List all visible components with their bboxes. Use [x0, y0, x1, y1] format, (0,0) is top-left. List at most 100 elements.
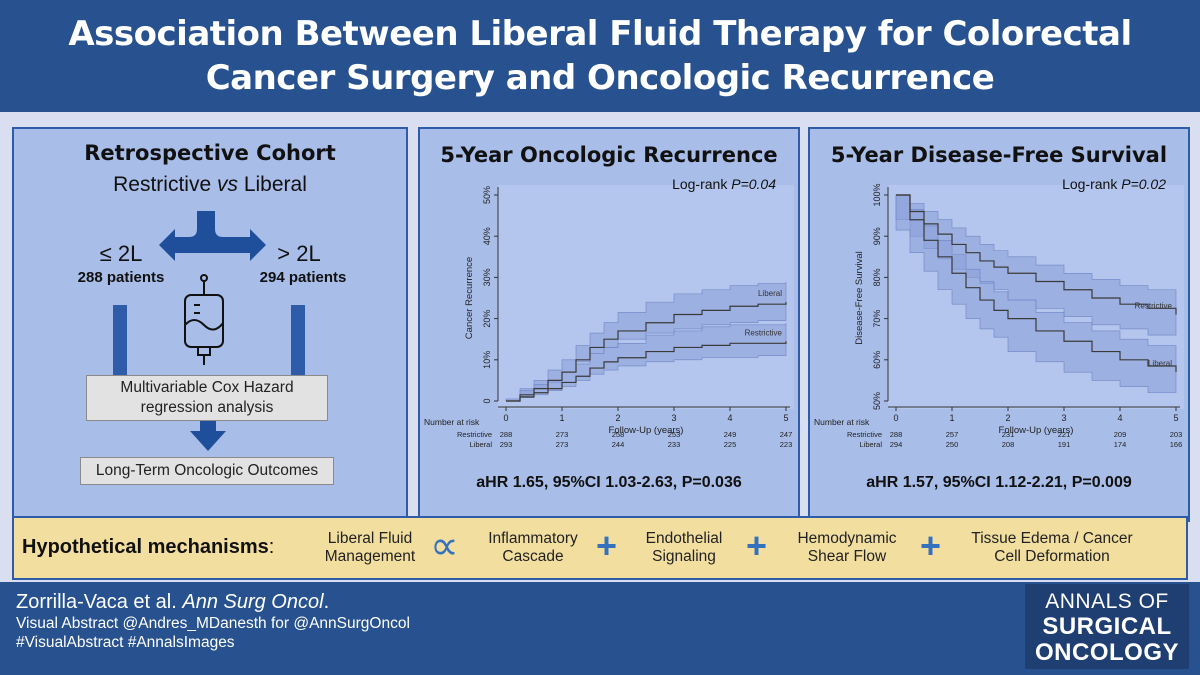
risk-count: 249	[724, 430, 737, 439]
x-tick-label: 2	[1005, 413, 1010, 423]
logo-line: ANNALS OF	[1045, 590, 1169, 613]
series-label-restrictive: Restrictive	[1135, 301, 1173, 310]
analysis-box: Multivariable Cox Hazard regression anal…	[86, 375, 328, 421]
risk-row-label: Restrictive	[847, 430, 882, 439]
risk-count: 257	[946, 430, 959, 439]
series-line-liberal	[506, 302, 787, 402]
mechanisms-colon: :	[268, 536, 275, 558]
hashtags: #VisualAbstract #AnnalsImages	[16, 634, 235, 651]
x-tick-label: 2	[615, 413, 620, 423]
citation-authors: Zorrilla-Vaca et al.	[16, 591, 177, 613]
x-tick-label: 0	[503, 413, 508, 423]
mechanism-line: Liberal Fluid	[327, 530, 413, 547]
x-tick-label: 3	[671, 413, 676, 423]
y-tick-label: 30%	[482, 268, 492, 286]
y-tick-label: 20%	[482, 310, 492, 328]
design-heading: Retrospective Cohort	[84, 141, 336, 165]
risk-count: 166	[1170, 440, 1183, 449]
citation-journal: Ann Surg Oncol	[182, 591, 324, 613]
x-tick-label: 0	[893, 413, 898, 423]
x-tick-label: 3	[1061, 413, 1066, 423]
y-tick-label: 10%	[482, 351, 492, 369]
risk-count: 247	[780, 430, 793, 439]
y-tick-label: 100%	[872, 183, 882, 206]
citation-period: .	[323, 591, 330, 613]
mechanism-line: Tissue Edema / Cancer	[971, 530, 1133, 547]
content-area: Retrospective Cohort Restrictive vs Libe…	[0, 112, 1200, 582]
series-label-liberal: Liberal	[758, 289, 782, 298]
x-tick-label: 5	[1173, 413, 1178, 423]
series-line-restrictive	[896, 194, 1177, 315]
risk-count: 294	[890, 440, 903, 449]
mechanism-line: Cell Deformation	[994, 548, 1110, 565]
recurrence-hr-text: aHR 1.65, 95%CI 1.03-2.63, P=0.036	[476, 474, 742, 491]
footer: Zorrilla-Vaca et al. Ann Surg Oncol. Vis…	[16, 590, 410, 652]
x-tick-label: 4	[727, 413, 732, 423]
risk-count: 293	[500, 440, 513, 449]
series-line-restrictive	[506, 341, 787, 402]
proportional-icon: ∝	[430, 524, 459, 568]
risk-count: 223	[780, 440, 793, 449]
mechanism-item: Inflammatory Cascade	[468, 530, 598, 566]
y-tick-label: 70%	[872, 310, 882, 328]
mechanism-item: Tissue Edema / Cancer Cell Deformation	[954, 530, 1150, 566]
y-tick-label: 90%	[872, 227, 882, 245]
risk-count: 288	[890, 430, 903, 439]
risk-count: 174	[1114, 440, 1127, 449]
right-group-label: > 2L	[277, 241, 321, 266]
iv-bag-icon	[184, 274, 224, 365]
left-group-label: ≤ 2L	[99, 241, 143, 266]
risk-count: 273	[556, 430, 569, 439]
risk-count: 253	[668, 430, 681, 439]
logo-line: SURGICAL	[1042, 613, 1172, 640]
y-tick-label: 50%	[872, 392, 882, 410]
risk-count: 273	[556, 440, 569, 449]
series-label-restrictive: Restrictive	[745, 328, 783, 337]
plus-icon: +	[596, 525, 618, 566]
risk-count: 233	[668, 440, 681, 449]
y-tick-label: 40%	[482, 227, 492, 245]
dfs-chart: 50% 60% 70% 80% 90% 100% 0 1 2 3 4 5 Follow-Up (year…	[814, 176, 1184, 449]
x-tick-label: 4	[1117, 413, 1122, 423]
study-design-panel: Retrospective Cohort Restrictive vs Libe…	[12, 127, 408, 522]
logrank-annotation: Log-rank P=0.02	[1062, 176, 1166, 192]
logrank-prefix: Log-rank	[672, 176, 731, 192]
mechanisms-label-text: Hypothetical mechanisms	[22, 536, 269, 558]
journal-logo: ANNALS OF SURGICAL ONCOLOGY	[1025, 584, 1189, 669]
logrank-p-value: P=0.04	[731, 176, 776, 192]
logrank-p-value: P=0.02	[1121, 176, 1166, 192]
risk-count: 209	[1114, 430, 1127, 439]
design-subheading: Restrictive vs Liberal	[14, 173, 406, 197]
recurrence-chart-title: 5-Year Oncologic Recurrence	[440, 143, 778, 167]
x-tick-label: 1	[559, 413, 564, 423]
logrank-annotation: Log-rank P=0.04	[672, 176, 776, 192]
down-arrow	[190, 420, 226, 451]
risk-count: 244	[612, 440, 625, 449]
x-tick-label: 1	[949, 413, 954, 423]
plus-icon: +	[746, 525, 768, 566]
y-tick-label: 80%	[872, 268, 882, 286]
mechanisms-label: Hypothetical mechanisms:	[22, 536, 274, 559]
right-group-patients: 294 patients	[259, 269, 347, 286]
logo-line: ONCOLOGY	[1034, 639, 1179, 666]
mechanism-line: Inflammatory	[488, 530, 578, 547]
logrank-prefix: Log-rank	[1062, 176, 1121, 192]
mechanisms-band: Hypothetical mechanisms: Liberal Fluid M…	[12, 516, 1188, 580]
x-axis-label: Follow-Up (years)	[609, 425, 684, 436]
risk-row-label: Liberal	[859, 440, 882, 449]
vs-label: vs	[216, 173, 238, 196]
design-diagram	[113, 211, 305, 451]
x-tick-label: 5	[783, 413, 788, 423]
risk-count: 258	[612, 430, 625, 439]
outcome-box: Long-Term Oncologic Outcomes	[80, 457, 334, 485]
credit-line: Visual Abstract @Andres_MDanesth for @An…	[16, 615, 410, 632]
liberal-label: Liberal	[243, 173, 307, 196]
risk-count: 225	[724, 440, 737, 449]
risk-count: 203	[1170, 430, 1183, 439]
y-tick-label: 0	[482, 398, 492, 403]
left-group-patients: 288 patients	[77, 269, 165, 286]
dfs-chart-panel: 5-Year Disease-Free Survival 50% 60% 70% 80…	[808, 127, 1190, 522]
mechanism-item: Hemodynamic Shear Flow	[780, 530, 914, 566]
mechanism-line: Hemodynamic	[797, 530, 897, 547]
page-title: Association Between Liberal Fluid Therap…	[68, 14, 1132, 98]
